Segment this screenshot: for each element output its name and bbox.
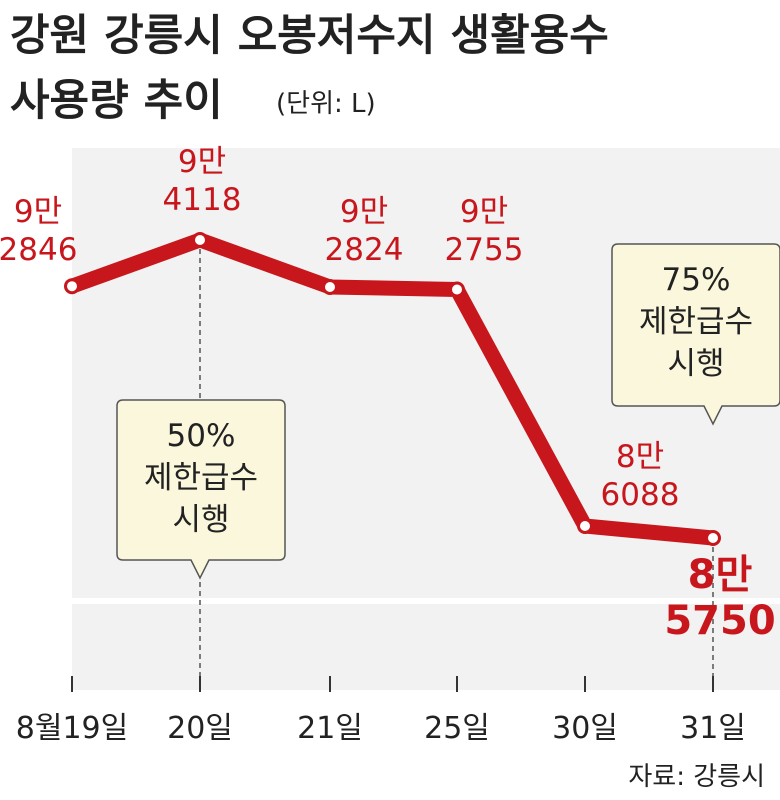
value-label: 6088	[601, 477, 680, 513]
x-axis: 8월19일 20일 21일 25일 30일 31일	[16, 676, 746, 746]
value-label: 4118	[163, 182, 242, 218]
axis-break	[72, 598, 780, 604]
unit-label: (단위: L)	[276, 89, 376, 119]
chart-title-line1: 강원 강릉시 오봉저수지 생활용수	[10, 11, 609, 61]
callout-text: 제한급수	[144, 460, 258, 496]
series-line-path	[64, 232, 721, 546]
x-tick-label: 25일	[424, 711, 490, 746]
value-label: 2846	[0, 232, 77, 268]
x-tick-label: 20일	[167, 711, 233, 746]
callout-text: 50%	[167, 418, 236, 454]
value-label: 2755	[445, 232, 524, 268]
series-line	[64, 232, 721, 546]
value-label: 2824	[325, 232, 404, 268]
value-label: 5750	[664, 598, 775, 644]
source-label: 자료: 강릉시	[628, 762, 765, 792]
callout-text: 시행	[172, 502, 229, 538]
callout-text: 75%	[662, 262, 731, 298]
data-point	[449, 281, 465, 298]
value-label: 8만	[616, 439, 664, 475]
value-label: 8만	[688, 552, 753, 598]
x-tick-label: 31일	[680, 711, 746, 746]
x-tick-label: 21일	[297, 711, 363, 746]
data-point	[577, 518, 593, 534]
value-label: 9만	[460, 194, 508, 230]
callout-text: 제한급수	[639, 304, 753, 340]
chart-title-line2: 사용량 추이	[10, 76, 223, 126]
data-point	[322, 279, 338, 295]
callout-text: 시행	[667, 346, 724, 382]
value-label: 9만	[340, 194, 388, 230]
data-point	[192, 232, 208, 248]
callout-box	[116, 399, 286, 580]
data-point	[705, 530, 721, 546]
value-label: 9만	[178, 144, 226, 180]
value-label: 9만	[14, 194, 62, 230]
data-point	[64, 278, 80, 295]
x-tick-label: 30일	[552, 711, 618, 746]
x-tick-label: 8월19일	[16, 711, 128, 746]
